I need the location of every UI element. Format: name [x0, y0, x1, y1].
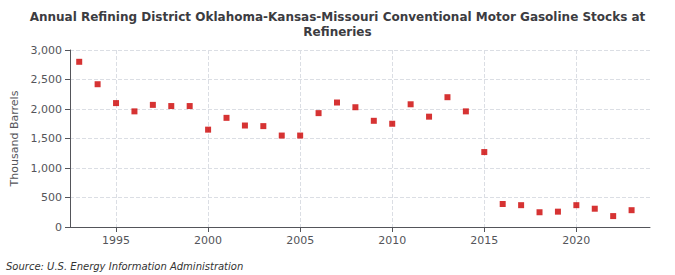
- svg-text:Annual Refining District Oklah: Annual Refining District Oklahoma-Kansas…: [30, 10, 646, 24]
- svg-text:3,000: 3,000: [31, 44, 63, 57]
- svg-text:Thousand Barrels: Thousand Barrels: [8, 90, 21, 187]
- svg-text:0: 0: [55, 221, 62, 234]
- svg-text:Refineries: Refineries: [303, 25, 371, 39]
- svg-text:1,500: 1,500: [31, 132, 63, 145]
- svg-text:1995: 1995: [102, 234, 130, 247]
- svg-text:500: 500: [41, 191, 62, 204]
- svg-text:Source: U.S. Energy Informatio: Source: U.S. Energy Information Administ…: [6, 261, 243, 272]
- svg-text:2,000: 2,000: [31, 103, 63, 116]
- svg-text:2005: 2005: [286, 234, 314, 247]
- svg-text:2015: 2015: [470, 234, 498, 247]
- svg-text:2010: 2010: [378, 234, 406, 247]
- svg-text:1,000: 1,000: [31, 162, 63, 175]
- svg-text:2,500: 2,500: [31, 73, 63, 86]
- svg-text:2000: 2000: [194, 234, 222, 247]
- svg-text:2020: 2020: [562, 234, 590, 247]
